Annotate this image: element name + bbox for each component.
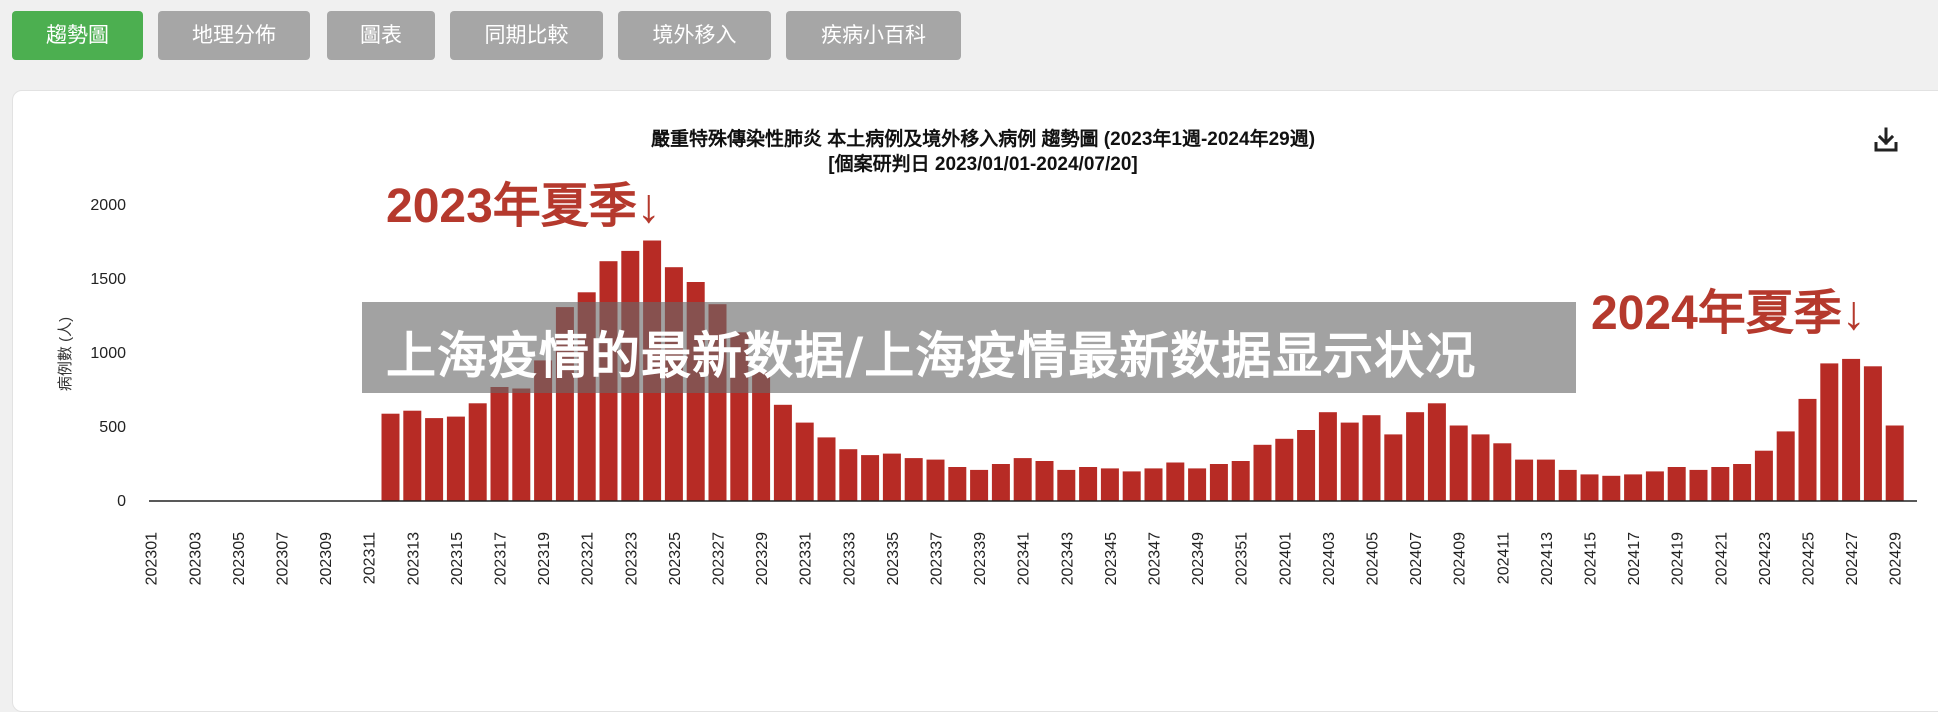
tab-disease-encyclopedia[interactable]: 疾病小百科: [786, 11, 961, 60]
tab-imported[interactable]: 境外移入: [618, 11, 771, 60]
watermark-text: 上海疫情的最新数据/上海疫情最新数据显示状况: [386, 327, 1477, 385]
tab-period-compare[interactable]: 同期比較: [450, 11, 603, 60]
tab-geo-distribution[interactable]: 地理分佈: [158, 11, 310, 60]
chart-card: [12, 90, 1938, 712]
watermark-banner: 上海疫情的最新数据/上海疫情最新数据显示状况: [362, 302, 1576, 393]
tab-charts[interactable]: 圖表: [327, 11, 435, 60]
download-icon[interactable]: [1872, 126, 1900, 154]
tab-trend[interactable]: 趨勢圖: [12, 11, 143, 60]
